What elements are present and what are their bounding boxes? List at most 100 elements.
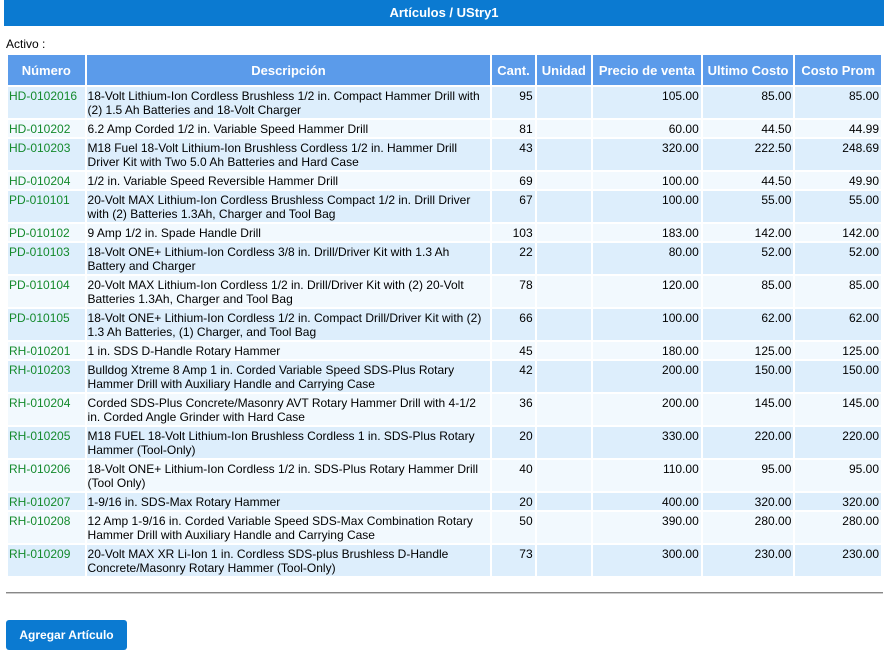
row-unidad bbox=[536, 512, 591, 545]
column-header-ultimo-costo[interactable]: Ultimo Costo bbox=[702, 55, 794, 87]
row-costo-prom: 142.00 bbox=[795, 224, 881, 243]
table-header-row: Número Descripción Cant. Unidad Precio d… bbox=[8, 55, 881, 87]
row-descripcion: 1/2 in. Variable Speed Reversible Hammer… bbox=[86, 172, 491, 191]
row-cantidad: 81 bbox=[492, 120, 535, 139]
row-numero-link[interactable]: RH-010205 bbox=[8, 427, 85, 460]
table-row[interactable]: RH-010207 1-9/16 in. SDS-Max Rotary Hamme… bbox=[8, 493, 881, 512]
row-unidad bbox=[536, 276, 591, 309]
row-ultimo-costo: 85.00 bbox=[702, 87, 794, 120]
row-precio-venta: 110.00 bbox=[593, 460, 701, 493]
table-row[interactable]: PD-010104 20-Volt MAX Lithium-Ion Cordles… bbox=[8, 276, 881, 309]
column-header-precio-venta[interactable]: Precio de venta bbox=[593, 55, 701, 87]
row-numero-link[interactable]: PD-010103 bbox=[8, 243, 85, 276]
row-costo-prom: 230.00 bbox=[795, 545, 881, 578]
row-descripcion: 18-Volt ONE+ Lithium-Ion Cordless 1/2 in… bbox=[86, 309, 491, 342]
row-costo-prom: 85.00 bbox=[795, 276, 881, 309]
articles-table-container: Número Descripción Cant. Unidad Precio d… bbox=[6, 55, 883, 578]
row-numero-link[interactable]: HD-0102016 bbox=[8, 87, 85, 120]
row-costo-prom: 49.90 bbox=[795, 172, 881, 191]
row-costo-prom: 248.69 bbox=[795, 139, 881, 172]
row-cantidad: 43 bbox=[492, 139, 535, 172]
row-precio-venta: 200.00 bbox=[593, 361, 701, 394]
row-costo-prom: 62.00 bbox=[795, 309, 881, 342]
row-unidad bbox=[536, 87, 591, 120]
table-row[interactable]: RH-010204 Corded SDS-Plus Concrete/Masonr… bbox=[8, 394, 881, 427]
row-cantidad: 50 bbox=[492, 512, 535, 545]
row-numero-link[interactable]: RH-010207 bbox=[8, 493, 85, 512]
row-cantidad: 95 bbox=[492, 87, 535, 120]
row-precio-venta: 183.00 bbox=[593, 224, 701, 243]
row-numero-link[interactable]: PD-010105 bbox=[8, 309, 85, 342]
row-descripcion: Bulldog Xtreme 8 Amp 1 in. Corded Variab… bbox=[86, 361, 491, 394]
row-numero-link[interactable]: RH-010203 bbox=[8, 361, 85, 394]
row-numero-link[interactable]: HD-010204 bbox=[8, 172, 85, 191]
table-row[interactable]: HD-010202 6.2 Amp Corded 1/2 in. Variable… bbox=[8, 120, 881, 139]
row-unidad bbox=[536, 139, 591, 172]
column-header-costo-prom[interactable]: Costo Prom bbox=[795, 55, 881, 87]
row-unidad bbox=[536, 460, 591, 493]
row-descripcion: M18 FUEL 18-Volt Lithium-Ion Brushless C… bbox=[86, 427, 491, 460]
column-header-descripcion[interactable]: Descripción bbox=[86, 55, 491, 87]
row-numero-link[interactable]: RH-010206 bbox=[8, 460, 85, 493]
row-cantidad: 69 bbox=[492, 172, 535, 191]
table-row[interactable]: RH-010206 18-Volt ONE+ Lithium-Ion Cordle… bbox=[8, 460, 881, 493]
row-ultimo-costo: 280.00 bbox=[702, 512, 794, 545]
table-row[interactable]: RH-010205 M18 FUEL 18-Volt Lithium-Ion Br… bbox=[8, 427, 881, 460]
table-row[interactable]: HD-0102016 18-Volt Lithium-Ion Cordless B… bbox=[8, 87, 881, 120]
row-precio-venta: 60.00 bbox=[593, 120, 701, 139]
row-numero-link[interactable]: RH-010209 bbox=[8, 545, 85, 578]
table-row[interactable]: RH-010208 12 Amp 1-9/16 in. Corded Variab… bbox=[8, 512, 881, 545]
table-row[interactable]: RH-010201 1 in. SDS D-Handle Rotary Hamme… bbox=[8, 342, 881, 361]
table-row[interactable]: RH-010203 Bulldog Xtreme 8 Amp 1 in. Cord… bbox=[8, 361, 881, 394]
table-row[interactable]: HD-010203 M18 Fuel 18-Volt Lithium-Ion Br… bbox=[8, 139, 881, 172]
row-numero-link[interactable]: RH-010204 bbox=[8, 394, 85, 427]
row-numero-link[interactable]: PD-010101 bbox=[8, 191, 85, 224]
row-ultimo-costo: 95.00 bbox=[702, 460, 794, 493]
row-numero-link[interactable]: RH-010208 bbox=[8, 512, 85, 545]
row-cantidad: 22 bbox=[492, 243, 535, 276]
row-numero-link[interactable]: PD-010102 bbox=[8, 224, 85, 243]
row-unidad bbox=[536, 427, 591, 460]
row-costo-prom: 44.99 bbox=[795, 120, 881, 139]
page-title: Artículos / UStry1 bbox=[4, 0, 884, 26]
row-precio-venta: 105.00 bbox=[593, 87, 701, 120]
status-filter-label: Activo : bbox=[6, 37, 46, 51]
row-unidad bbox=[536, 342, 591, 361]
row-precio-venta: 180.00 bbox=[593, 342, 701, 361]
row-cantidad: 40 bbox=[492, 460, 535, 493]
row-precio-venta: 400.00 bbox=[593, 493, 701, 512]
row-unidad bbox=[536, 243, 591, 276]
row-descripcion: 1 in. SDS D-Handle Rotary Hammer bbox=[86, 342, 491, 361]
add-article-button[interactable]: Agregar Artículo bbox=[6, 620, 127, 650]
row-numero-link[interactable]: RH-010201 bbox=[8, 342, 85, 361]
table-row[interactable]: RH-010209 20-Volt MAX XR Li-Ion 1 in. Cor… bbox=[8, 545, 881, 578]
row-unidad bbox=[536, 172, 591, 191]
row-ultimo-costo: 142.00 bbox=[702, 224, 794, 243]
row-numero-link[interactable]: HD-010202 bbox=[8, 120, 85, 139]
row-ultimo-costo: 62.00 bbox=[702, 309, 794, 342]
row-unidad bbox=[536, 224, 591, 243]
table-row[interactable]: PD-010103 18-Volt ONE+ Lithium-Ion Cordle… bbox=[8, 243, 881, 276]
column-header-numero[interactable]: Número bbox=[8, 55, 85, 87]
row-ultimo-costo: 145.00 bbox=[702, 394, 794, 427]
column-header-cant[interactable]: Cant. bbox=[492, 55, 535, 87]
row-precio-venta: 100.00 bbox=[593, 309, 701, 342]
row-ultimo-costo: 230.00 bbox=[702, 545, 794, 578]
table-row[interactable]: HD-010204 1/2 in. Variable Speed Reversib… bbox=[8, 172, 881, 191]
row-precio-venta: 120.00 bbox=[593, 276, 701, 309]
row-numero-link[interactable]: PD-010104 bbox=[8, 276, 85, 309]
table-row[interactable]: PD-010102 9 Amp 1/2 in. Spade Handle Dril… bbox=[8, 224, 881, 243]
table-body: HD-0102016 18-Volt Lithium-Ion Cordless B… bbox=[8, 87, 881, 578]
row-descripcion: 20-Volt MAX XR Li-Ion 1 in. Cordless SDS… bbox=[86, 545, 491, 578]
table-row[interactable]: PD-010105 18-Volt ONE+ Lithium-Ion Cordle… bbox=[8, 309, 881, 342]
row-costo-prom: 280.00 bbox=[795, 512, 881, 545]
row-costo-prom: 85.00 bbox=[795, 87, 881, 120]
row-descripcion: 6.2 Amp Corded 1/2 in. Variable Speed Ha… bbox=[86, 120, 491, 139]
row-unidad bbox=[536, 120, 591, 139]
row-descripcion: 20-Volt MAX Lithium-Ion Cordless Brushle… bbox=[86, 191, 491, 224]
column-header-unidad[interactable]: Unidad bbox=[536, 55, 591, 87]
table-row[interactable]: PD-010101 20-Volt MAX Lithium-Ion Cordles… bbox=[8, 191, 881, 224]
row-descripcion: 1-9/16 in. SDS-Max Rotary Hammer bbox=[86, 493, 491, 512]
row-numero-link[interactable]: HD-010203 bbox=[8, 139, 85, 172]
row-ultimo-costo: 125.00 bbox=[702, 342, 794, 361]
